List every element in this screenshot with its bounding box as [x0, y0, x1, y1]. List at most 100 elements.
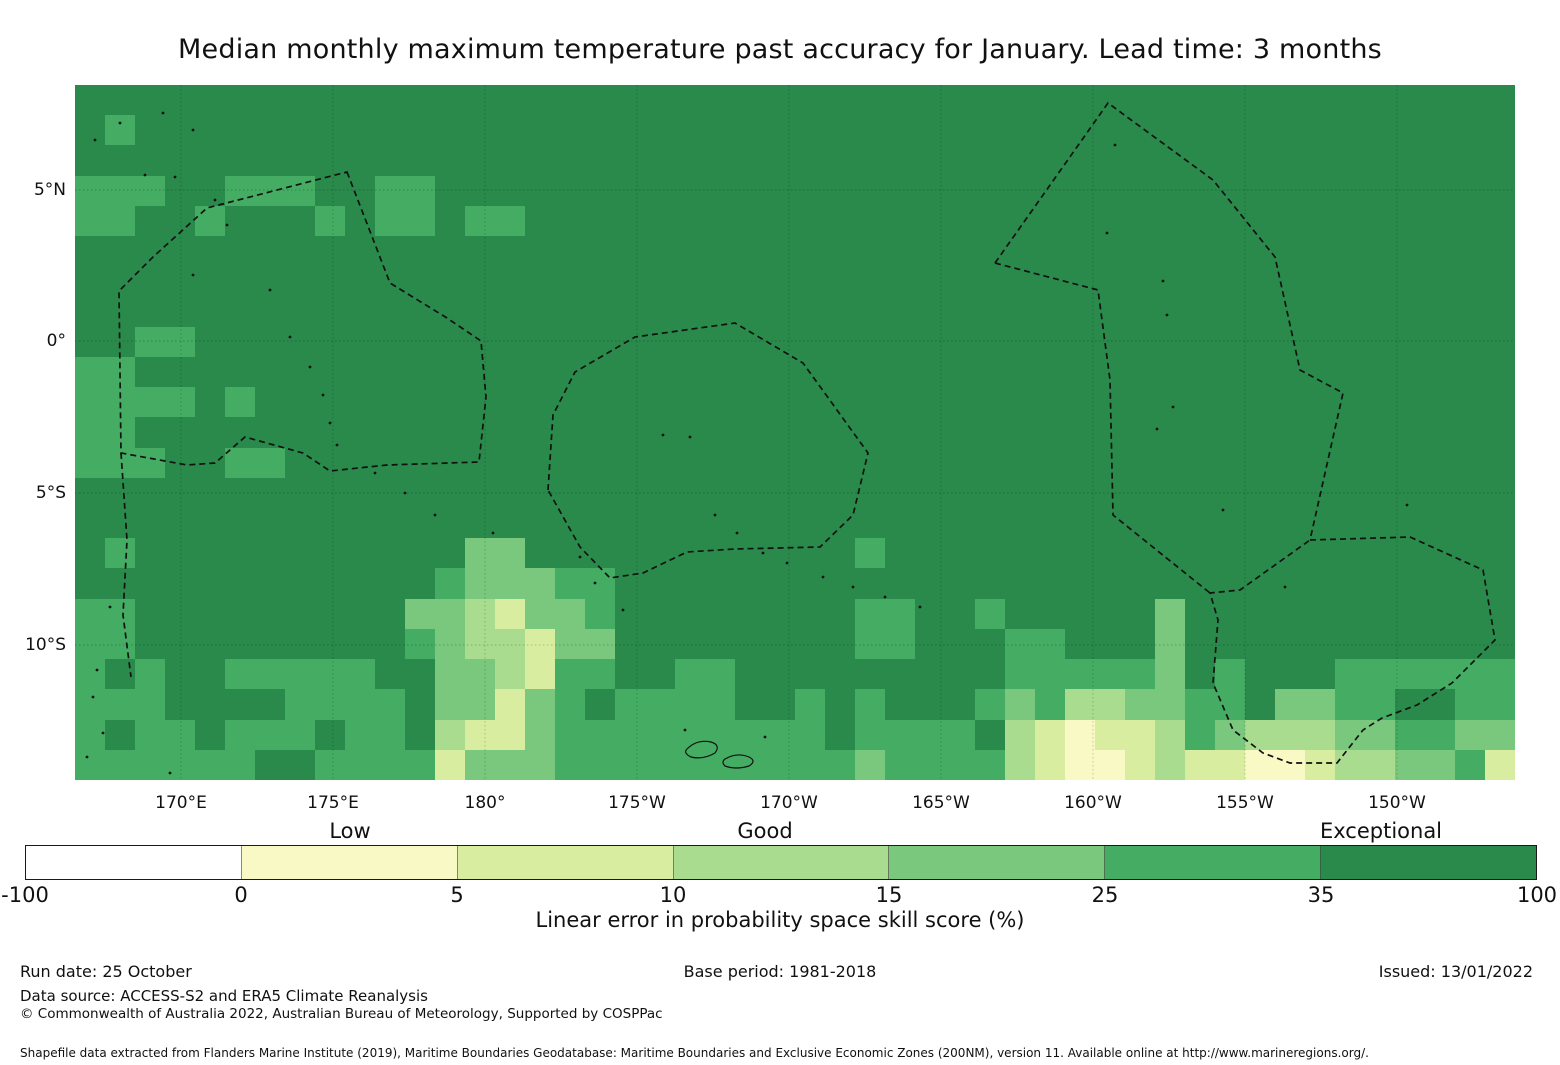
heatmap-cell [1125, 689, 1185, 720]
heatmap-cell [1245, 749, 1305, 780]
heatmap-cell [1215, 749, 1245, 780]
heatmap-cell [525, 719, 555, 750]
heatmap-cell [585, 719, 615, 780]
heatmap-cell [915, 749, 1005, 780]
heatmap-cell [1005, 628, 1065, 660]
heatmap-cell [1215, 719, 1245, 750]
heatmap-cell [1455, 689, 1515, 720]
colorbar-tick-label: 100 [1516, 883, 1558, 907]
x-tick-label: 175°W [608, 793, 666, 813]
heatmap-cell [465, 719, 525, 750]
x-tick-label: 180° [464, 793, 506, 813]
heatmap-cell [1275, 689, 1335, 720]
x-tick-label: 170°E [155, 793, 207, 813]
heatmap-cell [75, 659, 105, 780]
colorbar-tick-label: 25 [1091, 883, 1119, 907]
heatmap-cell [1335, 719, 1395, 750]
heatmap-cell [465, 749, 525, 780]
base-period: Base period: 1981-2018 [683, 962, 877, 981]
heatmap-cell [525, 628, 555, 660]
heatmap-cell [75, 175, 135, 237]
heatmap-cell [855, 749, 885, 780]
heatmap-cell [465, 538, 525, 569]
heatmap-cell [1395, 719, 1455, 750]
heatmap-cell [345, 719, 405, 750]
heatmap-cell [225, 175, 315, 206]
heatmap-cell [1155, 598, 1185, 629]
heatmap-cell [105, 115, 135, 146]
chart-title: Median monthly maximum temperature past … [178, 34, 1382, 65]
heatmap-cell [1065, 719, 1095, 750]
heatmap-cell [765, 749, 855, 780]
colorbar-tick-label: 35 [1307, 883, 1335, 907]
heatmap-cell [525, 749, 555, 780]
colorbar-tick-label: 0 [234, 883, 248, 907]
heatmap-cell [1005, 749, 1035, 780]
heatmap-cell [465, 568, 555, 599]
heatmap-cell [135, 175, 165, 206]
colorbar-tick-label: -100 [1, 883, 49, 907]
heatmap-cell [1155, 659, 1185, 690]
heatmap-cell [435, 749, 465, 780]
heatmap-cell [1335, 749, 1395, 780]
heatmap-cell [1155, 719, 1185, 750]
heatmap-cell [1305, 749, 1335, 780]
heatmap-cell [465, 205, 525, 237]
heatmap-cell [735, 719, 765, 780]
heatmap-cell [435, 659, 495, 690]
heatmap-cell [465, 628, 525, 660]
x-tick-label: 165°W [912, 793, 970, 813]
heatmap-cell [675, 659, 735, 690]
heatmap-cell [1155, 749, 1185, 780]
heatmap-cell [1035, 719, 1065, 750]
heatmap-cell [375, 175, 435, 237]
heatmap-cell [435, 689, 495, 720]
heatmap-cell [1455, 719, 1515, 750]
heatmap-cell [555, 659, 615, 690]
heatmap-cell [435, 719, 465, 750]
heatmap-cell [555, 628, 615, 660]
skill-category-label: Good [737, 819, 793, 843]
heatmap-cell [975, 689, 1005, 720]
heatmap-cell [855, 689, 885, 720]
y-tick-label: 0° [46, 331, 66, 351]
issued-date: Issued: 13/01/2022 [1378, 962, 1533, 981]
heatmap-cell [135, 387, 195, 418]
heatmap-cell [855, 538, 885, 569]
heatmap-grid [75, 85, 1515, 780]
heatmap-cell [315, 205, 345, 237]
shapefile-note: Shapefile data extracted from Flanders M… [20, 1046, 1369, 1060]
colorbar-segment [673, 846, 890, 879]
heatmap-cell [1125, 749, 1155, 780]
colorbar-segment [26, 846, 242, 879]
skill-category-label: Exceptional [1319, 819, 1443, 843]
colorbar-tick-label: 5 [450, 883, 464, 907]
heatmap-cell [285, 659, 375, 720]
heatmap-cell [225, 659, 285, 690]
heatmap-cell [1005, 689, 1035, 720]
heatmap-cell [495, 598, 525, 629]
heatmap-cell [1095, 719, 1155, 750]
run-date: Run date: 25 October [20, 962, 192, 981]
heatmap-cell [465, 598, 495, 629]
heatmap-cell [315, 749, 435, 780]
heatmap-cell [1395, 749, 1455, 780]
heatmap-cell [105, 538, 135, 569]
heatmap-cell [765, 719, 825, 750]
x-tick-label: 170°W [760, 793, 818, 813]
heatmap-cell [525, 689, 555, 720]
heatmap-cell [75, 598, 135, 660]
copyright: © Commonwealth of Australia 2022, Austra… [20, 1006, 663, 1022]
y-tick-label: 10°S [25, 635, 66, 655]
map-plot [75, 85, 1515, 780]
heatmap-cell [225, 387, 255, 418]
heatmap-cell [975, 598, 1005, 629]
heatmap-cell [1185, 689, 1245, 720]
heatmap-cell [525, 598, 585, 629]
heatmap-cell [135, 326, 195, 357]
heatmap-cell [555, 689, 585, 780]
heatmap-cell [225, 447, 285, 478]
heatmap-cell [135, 447, 165, 478]
heatmap-cell [1455, 749, 1485, 780]
